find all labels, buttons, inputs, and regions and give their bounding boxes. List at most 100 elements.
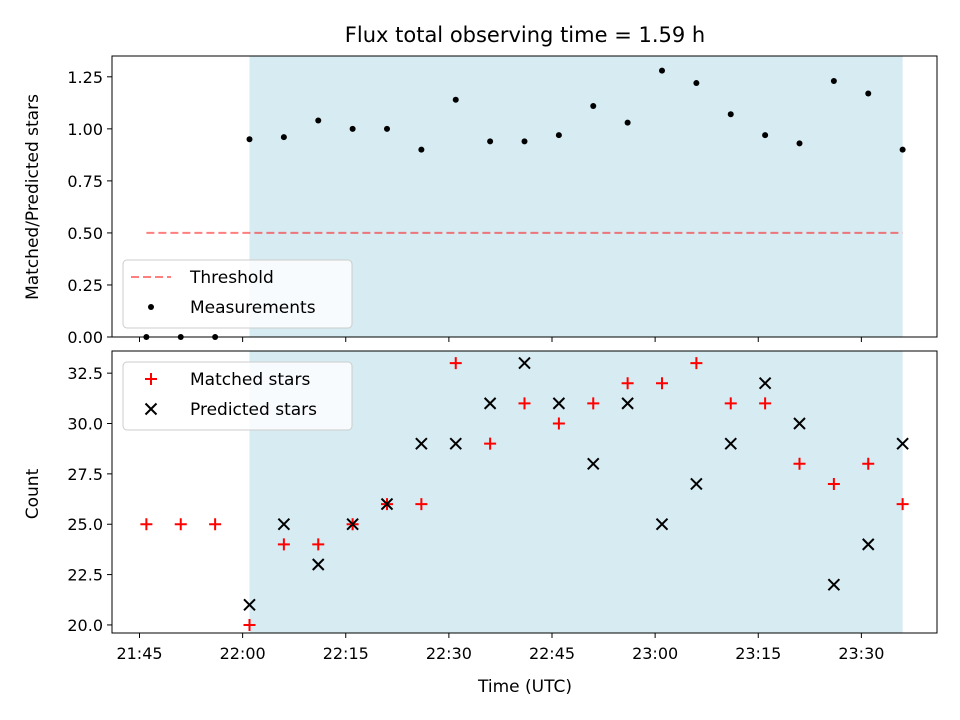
x-tick-label: 23:15 [735, 644, 781, 663]
matched-stars-point [174, 518, 187, 531]
predicted-stars-point [621, 397, 634, 410]
ratio-legend: Threshold Measurements [122, 259, 353, 329]
matched-stars-point [484, 437, 497, 450]
count-panel: 20.0 22.5 25.0 27.5 30.0 32.5 21:45 22:00 22:15… [23, 350, 938, 697]
count-x-ticks: 21:45 22:00 22:15 22:30 22:45 23:00 23:15 23:30 [116, 633, 884, 663]
count-y-tick-label: 30.0 [67, 415, 103, 434]
ratio-x-ticks [139, 337, 862, 342]
count-y-tick-label: 22.5 [67, 566, 103, 585]
matched-stars-point [415, 498, 428, 511]
count-y-tick-label: 32.5 [67, 364, 103, 383]
predicted-stars-point [449, 437, 462, 450]
predicted-stars-point [758, 377, 772, 390]
legend-label: Threshold [189, 268, 274, 288]
predicted-stars-point [346, 518, 359, 531]
predicted-stars-point [655, 518, 669, 531]
matched-stars-point [862, 457, 875, 470]
predicted-stars-point [724, 437, 737, 450]
ratio-panel: 0.00 0.25 0.50 0.75 1.00 1.25 Flux total obse… [23, 23, 938, 347]
measurement-point [830, 77, 837, 84]
measurement-point [590, 102, 597, 109]
matched-stars-point [827, 477, 840, 490]
measurement-point [384, 125, 390, 132]
chart-title: Flux total observing time = 1.59 h [345, 23, 705, 47]
matched-stars-point [896, 498, 909, 511]
measurement-point [727, 111, 734, 118]
legend-label: Matched stars [190, 370, 310, 390]
count-legend: Matched stars Predicted stars [122, 361, 353, 431]
measurement-point [452, 96, 459, 103]
count-y-tick-label: 27.5 [67, 465, 103, 484]
count-marks [140, 356, 909, 631]
measurement-point [762, 132, 769, 139]
matched-stars-point [759, 397, 772, 410]
x-tick-label: 22:15 [323, 644, 369, 663]
ratio-y-axis-label: Matched/Predicted stars [23, 94, 43, 300]
measurement-point [246, 136, 253, 143]
matched-stars-point [518, 397, 531, 410]
measurement-point [659, 67, 665, 74]
ratio-observing-window-shade [249, 56, 903, 337]
matched-stars-point [690, 357, 703, 370]
count-observing-window-shade [249, 351, 903, 633]
predicted-stars-point [243, 598, 256, 612]
ratio-marks [143, 67, 906, 340]
measurement-point [693, 80, 700, 87]
predicted-stars-point [587, 457, 600, 471]
predicted-stars-point [827, 578, 841, 591]
matched-stars-point [587, 397, 600, 410]
predicted-stars-point [518, 356, 531, 370]
matched-stars-point [209, 518, 222, 531]
x-tick-label: 22:45 [529, 644, 575, 663]
predicted-stars-point [690, 477, 703, 491]
legend-matched-swatch [145, 373, 157, 385]
predicted-stars-point [277, 518, 291, 531]
ratio-y-tick-label: 0.25 [67, 276, 103, 295]
matched-stars-point [312, 538, 325, 551]
legend-label: Measurements [190, 298, 316, 318]
predicted-stars-point [415, 437, 428, 450]
matched-stars-point [621, 377, 634, 390]
matched-stars-point [656, 377, 668, 390]
measurement-point [315, 117, 322, 124]
measurement-point [865, 90, 872, 97]
count-y-tick-label: 20.0 [67, 616, 103, 635]
measurement-point [796, 140, 803, 147]
count-y-axis-label: Count [23, 468, 43, 519]
measurement-point [521, 138, 528, 145]
predicted-stars-point [862, 538, 875, 551]
ratio-y-tick-label: 1.25 [67, 68, 103, 87]
measurement-point [349, 125, 356, 132]
matched-stars-point [449, 357, 462, 370]
ratio-y-tick-label: 0.50 [67, 224, 103, 243]
ratio-legend-box [122, 259, 353, 329]
legend-label: Predicted stars [190, 400, 317, 420]
measurement-point [899, 146, 906, 153]
matched-stars-point [552, 417, 565, 430]
measurement-point [280, 134, 287, 141]
count-axes-frame [111, 350, 938, 634]
x-tick-label: 22:30 [426, 644, 472, 663]
measurement-point [555, 132, 562, 139]
matched-stars-point [793, 457, 806, 470]
ratio-axes-frame [111, 55, 938, 338]
ratio-y-tick-label: 0.00 [67, 328, 103, 347]
matched-stars-point [724, 397, 737, 410]
predicted-stars-point [793, 417, 806, 430]
predicted-stars-point [380, 497, 394, 511]
count-legend-box [122, 361, 353, 431]
x-tick-label: 23:00 [632, 644, 678, 663]
legend-measurements-swatch [148, 304, 154, 310]
matched-stars-point [277, 538, 290, 551]
predicted-stars-point [312, 558, 325, 571]
x-tick-label: 22:00 [220, 644, 266, 663]
matched-stars-point [243, 618, 256, 631]
measurement-point [487, 138, 494, 145]
ratio-y-tick-label: 1.00 [67, 120, 103, 139]
legend-predicted-swatch [144, 402, 158, 416]
measurement-point [624, 119, 631, 126]
matched-stars-point [140, 518, 153, 531]
predicted-stars-point [896, 437, 909, 450]
ratio-y-tick-label: 0.75 [67, 172, 103, 191]
